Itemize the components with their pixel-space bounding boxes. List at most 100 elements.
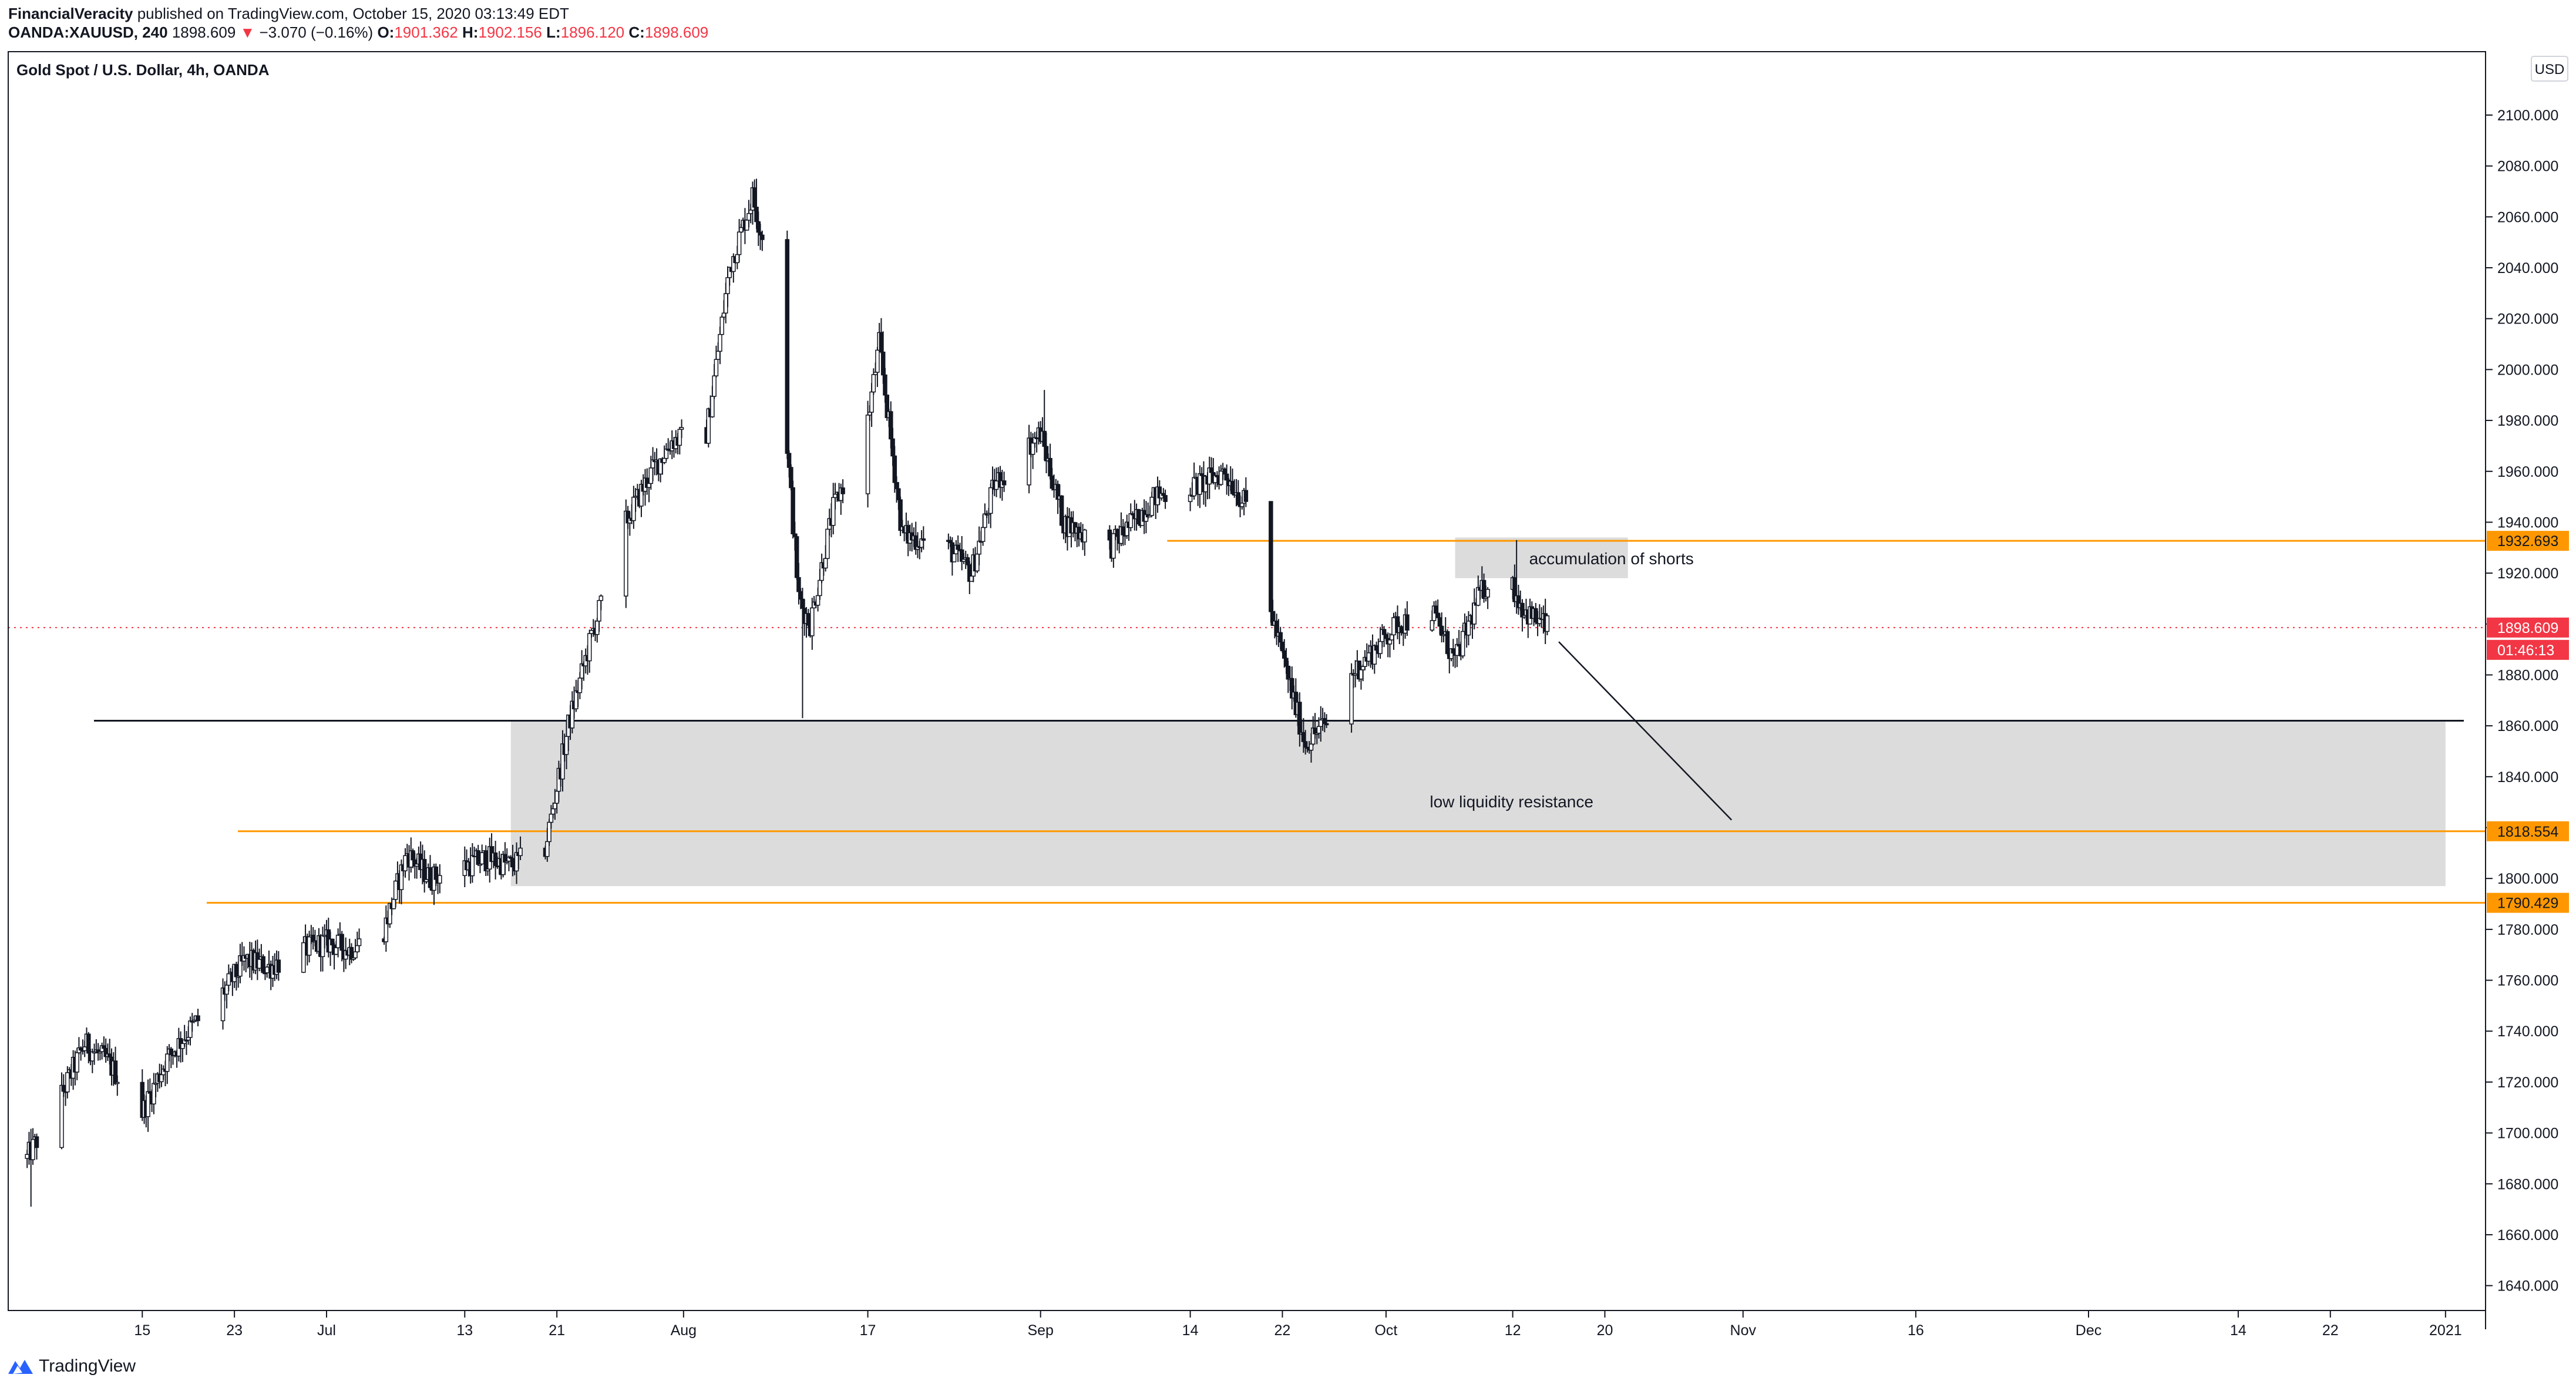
candle-body bbox=[86, 1033, 91, 1054]
candle-body bbox=[1284, 658, 1289, 667]
candle-body bbox=[264, 966, 270, 973]
candle-body bbox=[879, 332, 884, 353]
x-tick-label-7: Sep bbox=[1027, 1322, 1053, 1339]
candle-body bbox=[1192, 477, 1196, 497]
close-label: C: bbox=[628, 23, 645, 41]
candle-body bbox=[554, 790, 559, 804]
candle-body bbox=[433, 866, 439, 880]
candle-body bbox=[115, 1082, 120, 1084]
trend-arrow-line bbox=[1558, 641, 1733, 821]
x-tick-label-0: 15 bbox=[134, 1322, 150, 1339]
candle-body bbox=[892, 455, 897, 483]
x-tick-label-6: 17 bbox=[860, 1322, 876, 1339]
candle-body bbox=[1520, 602, 1525, 618]
price-change: −3.070 (−0.16%) bbox=[259, 23, 374, 41]
candle-body bbox=[977, 540, 981, 555]
candle-body bbox=[1042, 430, 1047, 447]
candle-body bbox=[196, 1015, 200, 1022]
symbol-interval: OANDA:XAUUSD, 240 bbox=[8, 23, 168, 41]
candle-body bbox=[1030, 442, 1035, 455]
candle-body bbox=[969, 575, 974, 582]
candle-body bbox=[518, 847, 523, 857]
candle-body bbox=[257, 959, 262, 969]
candle-body bbox=[1163, 495, 1168, 502]
candle-body bbox=[1048, 457, 1052, 477]
currency-button-label: USD bbox=[2535, 62, 2565, 78]
candle-body bbox=[875, 349, 880, 373]
candle-body bbox=[82, 1046, 87, 1052]
candle-body bbox=[353, 951, 358, 959]
candle-body bbox=[598, 595, 604, 601]
brand-name: TradingView bbox=[39, 1356, 136, 1376]
candle-body bbox=[493, 852, 498, 867]
candle-body bbox=[746, 213, 751, 221]
candle-body bbox=[723, 293, 728, 314]
chart-title: Gold Spot / U.S. Dollar, 4h, OANDA bbox=[16, 61, 270, 79]
y-tick-label-15: 1940.000 bbox=[2497, 514, 2558, 531]
tradingview-logo-icon bbox=[8, 1360, 33, 1374]
candle-body bbox=[871, 374, 876, 393]
candle-body bbox=[587, 633, 592, 662]
candle-body bbox=[422, 858, 427, 882]
candle-body bbox=[1209, 467, 1214, 473]
annotations-layer: accumulation of shorts low liquidity resi… bbox=[1430, 550, 1733, 821]
x-tick-label-5: Aug bbox=[671, 1322, 697, 1339]
y-tick-label-10: 1840.000 bbox=[2497, 769, 2558, 786]
frame-layer bbox=[8, 51, 2486, 1329]
candle-body bbox=[75, 1052, 79, 1073]
candle-body bbox=[1466, 621, 1471, 636]
plot-frame bbox=[8, 51, 2486, 1311]
candle-body bbox=[1439, 625, 1444, 636]
candle-body bbox=[146, 1091, 150, 1117]
price-tag-1932.693-bg bbox=[2487, 531, 2569, 551]
candle-body bbox=[1280, 641, 1285, 652]
candles-layer bbox=[25, 178, 1550, 1207]
candle-body bbox=[1149, 497, 1154, 516]
candle-body bbox=[921, 538, 926, 541]
y-tick-label-22: 2080.000 bbox=[2497, 159, 2558, 175]
y-tick-label-6: 1760.000 bbox=[2497, 973, 2558, 989]
candle-body bbox=[756, 221, 761, 233]
header-publish-line: FinancialVeracity published on TradingVi… bbox=[8, 5, 569, 23]
candle-body bbox=[1240, 503, 1245, 507]
candle-body bbox=[1303, 741, 1308, 748]
candle-body bbox=[1001, 480, 1007, 486]
x-tick-label-1: 23 bbox=[226, 1322, 243, 1339]
candle-body bbox=[1472, 602, 1477, 625]
tradingview-brand[interactable]: TradingView bbox=[7, 1356, 136, 1376]
price-tag-1818.554-bg bbox=[2487, 821, 2569, 841]
x-tick-label-16: 14 bbox=[2230, 1322, 2247, 1339]
candle-body bbox=[739, 227, 744, 233]
candle-body bbox=[553, 803, 557, 810]
candle-body bbox=[725, 277, 730, 294]
candle-body bbox=[550, 808, 556, 815]
candle-body bbox=[786, 453, 792, 468]
candle-body bbox=[1059, 495, 1064, 526]
candle-body bbox=[647, 483, 651, 488]
x-tick-label-4: 21 bbox=[549, 1322, 565, 1339]
candle-body bbox=[840, 487, 845, 494]
candle-body bbox=[31, 1138, 35, 1160]
currency-button[interactable] bbox=[2531, 56, 2568, 82]
y-tick-label-14: 1920.000 bbox=[2497, 565, 2558, 582]
candle-body bbox=[334, 947, 339, 955]
candle-body bbox=[898, 499, 903, 531]
candle-body bbox=[890, 438, 895, 457]
candle-body bbox=[1349, 673, 1354, 725]
candle-body bbox=[830, 497, 836, 526]
candle-body bbox=[715, 351, 721, 360]
candle-body bbox=[180, 1043, 185, 1049]
candle-body bbox=[1324, 723, 1329, 726]
candle-body bbox=[34, 1136, 39, 1148]
price-tag-1818.554: 1818.554 bbox=[2497, 824, 2558, 840]
candle-body bbox=[261, 956, 265, 973]
candle-body bbox=[789, 467, 793, 489]
candle-body bbox=[1405, 614, 1410, 631]
y-tick-label-19: 2020.000 bbox=[2497, 311, 2558, 328]
price-tag-1932.693: 1932.693 bbox=[2497, 533, 2558, 550]
current-price-tag-bg bbox=[2487, 617, 2569, 638]
candle-body bbox=[889, 411, 893, 440]
author-name[interactable]: FinancialVeracity bbox=[8, 5, 133, 22]
open-value: 1901.362 bbox=[394, 23, 458, 41]
